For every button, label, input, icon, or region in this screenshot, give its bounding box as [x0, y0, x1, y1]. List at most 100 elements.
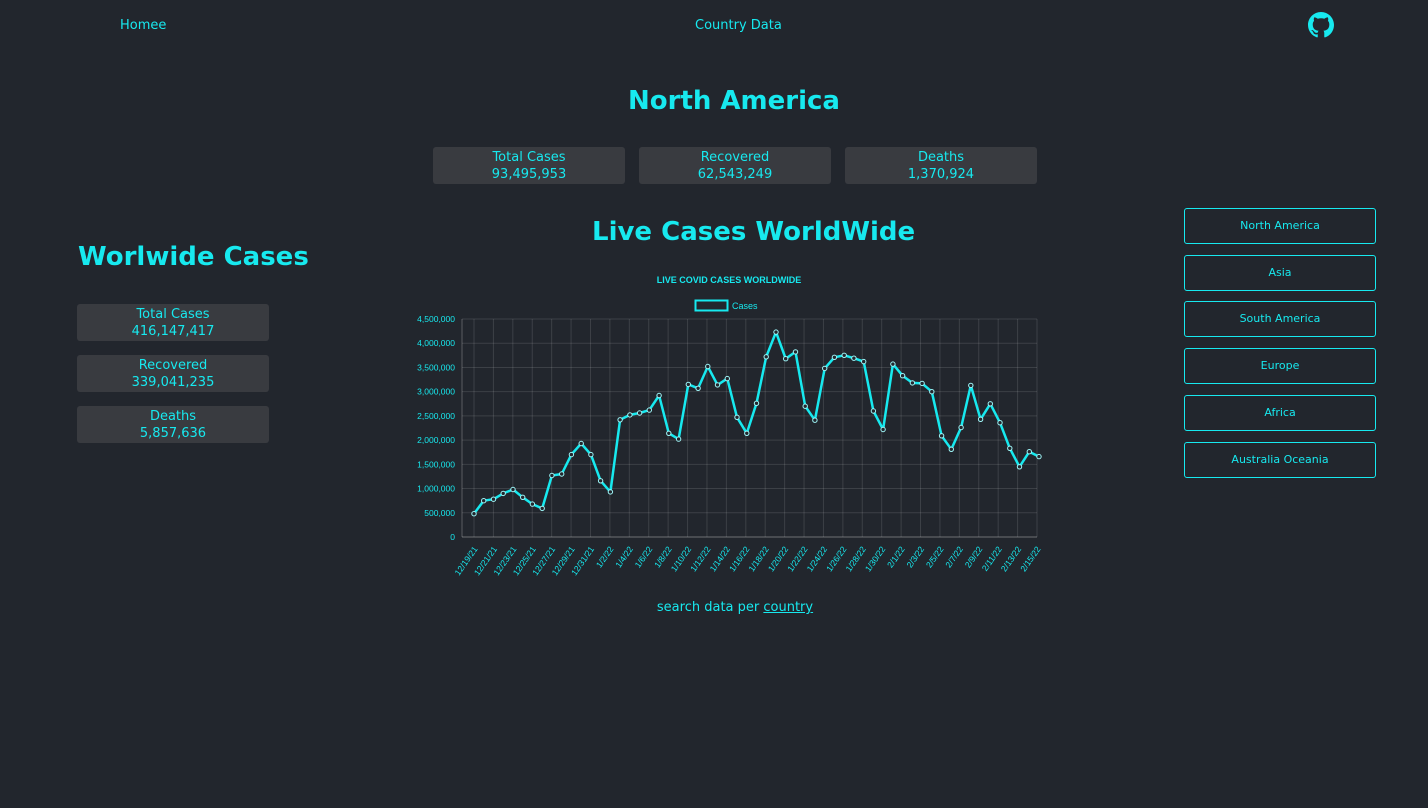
- nav-country-data-link[interactable]: Country Data: [695, 18, 782, 33]
- data-point: [938, 433, 945, 439]
- y-tick-label: 1,500,000: [417, 459, 455, 469]
- data-point: [880, 426, 886, 433]
- x-tick-label: 1/2/22: [594, 544, 616, 569]
- data-point: [724, 375, 730, 382]
- x-tick-label: 2/1/22: [885, 544, 907, 569]
- country-link[interactable]: country: [763, 600, 814, 615]
- data-point: [909, 380, 916, 386]
- x-tick-label: 2/7/22: [943, 544, 965, 569]
- data-point: [578, 440, 584, 447]
- data-point: [490, 496, 497, 502]
- data-point: [753, 400, 760, 406]
- data-point: [890, 361, 896, 367]
- worldwide-total-cases-card: Total Cases 416,147,417: [77, 304, 269, 341]
- data-point: [481, 498, 487, 504]
- data-point: [588, 451, 594, 458]
- data-point: [1016, 464, 1023, 470]
- data-point: [529, 501, 536, 507]
- y-tick-label: 2,500,000: [417, 411, 455, 421]
- data-point: [568, 451, 575, 458]
- y-tick-label: 3,500,000: [417, 362, 455, 372]
- data-point: [627, 412, 633, 418]
- data-point: [783, 356, 789, 362]
- legend-label: Cases: [732, 301, 758, 311]
- data-point: [705, 363, 711, 370]
- stat-label: Recovered: [700, 150, 770, 165]
- continent-button-north-america[interactable]: North America: [1184, 208, 1376, 244]
- data-point: [831, 354, 838, 360]
- data-point: [607, 489, 614, 495]
- y-tick-label: 2,000,000: [417, 435, 455, 445]
- data-point: [597, 478, 604, 484]
- region-recovered-card: Recovered 62,543,249: [639, 147, 831, 184]
- stat-value: 5,857,636: [139, 426, 207, 441]
- y-tick-label: 3,000,000: [417, 387, 455, 397]
- stat-label: Recovered: [138, 358, 208, 373]
- data-point: [685, 381, 691, 388]
- y-tick-label: 0: [450, 532, 455, 542]
- stat-label: Total Cases: [136, 307, 210, 322]
- search-prefix: search data per: [656, 600, 760, 615]
- data-point: [987, 401, 993, 407]
- data-point: [763, 354, 769, 360]
- data-point: [919, 380, 925, 387]
- worldwide-recovered-card: Recovered 339,041,235: [77, 355, 269, 392]
- data-point: [822, 365, 828, 372]
- chart-title: LIVE COVID CASES WORLDWIDE: [657, 275, 802, 285]
- data-point: [1026, 449, 1033, 455]
- stat-label: Deaths: [149, 409, 197, 424]
- data-point: [929, 389, 935, 395]
- x-tick-label: 1/4/22: [613, 544, 635, 569]
- data-point: [997, 420, 1003, 426]
- y-tick-label: 500,000: [424, 508, 455, 518]
- data-point: [792, 349, 799, 355]
- nav-home-link[interactable]: Homee: [120, 18, 167, 33]
- github-icon[interactable]: [1308, 12, 1334, 38]
- stat-value: 1,370,924: [907, 167, 975, 182]
- data-point: [734, 414, 740, 420]
- data-point: [695, 385, 701, 391]
- continent-button-south-america[interactable]: South America: [1184, 301, 1376, 337]
- data-point: [520, 494, 526, 500]
- series-line-cases: [472, 330, 1040, 515]
- data-point: [656, 392, 662, 399]
- x-tick-label: 2/15/22: [1018, 544, 1043, 573]
- stat-label: Deaths: [917, 150, 965, 165]
- live-cases-title: Live Cases WorldWide: [592, 217, 916, 247]
- data-point: [646, 407, 652, 413]
- data-point: [636, 410, 643, 416]
- x-tick-label: 1/30/22: [863, 544, 888, 573]
- continent-button-africa[interactable]: Africa: [1184, 395, 1376, 431]
- search-country-line: search data per country: [0, 600, 1428, 615]
- data-point: [1036, 453, 1042, 460]
- stat-value: 416,147,417: [131, 324, 215, 339]
- data-point: [666, 430, 672, 436]
- y-tick-label: 4,500,000: [417, 314, 455, 324]
- data-point: [802, 403, 808, 409]
- y-tick-label: 1,000,000: [417, 484, 455, 494]
- live-cases-chart: LIVE COVID CASES WORLDWIDE Cases 0 500,000 1…: [417, 275, 1043, 577]
- data-point: [471, 511, 477, 517]
- data-point: [773, 329, 779, 335]
- data-point: [958, 424, 964, 431]
- region-total-cases-card: Total Cases 93,495,953: [433, 147, 625, 184]
- data-point: [948, 446, 954, 452]
- continent-button-asia[interactable]: Asia: [1184, 255, 1376, 291]
- data-point: [968, 382, 974, 389]
- continent-button-europe[interactable]: Europe: [1184, 348, 1376, 384]
- region-title: North America: [628, 86, 840, 116]
- stat-label: Total Cases: [492, 150, 566, 165]
- stat-value: 93,495,953: [491, 167, 567, 182]
- x-tick-label: 2/5/22: [924, 544, 946, 569]
- data-point: [977, 416, 984, 422]
- data-point: [841, 352, 847, 358]
- data-point: [714, 382, 721, 388]
- data-point: [1007, 445, 1013, 451]
- worldwide-title: Worlwide Cases: [78, 242, 309, 272]
- stat-value: 62,543,249: [697, 167, 773, 182]
- y-tick-label: 4,000,000: [417, 338, 455, 348]
- continent-button-australia-oceania[interactable]: Australia Oceania: [1184, 442, 1376, 478]
- stat-value: 339,041,235: [131, 375, 215, 390]
- data-point: [899, 373, 906, 379]
- data-point: [861, 358, 867, 365]
